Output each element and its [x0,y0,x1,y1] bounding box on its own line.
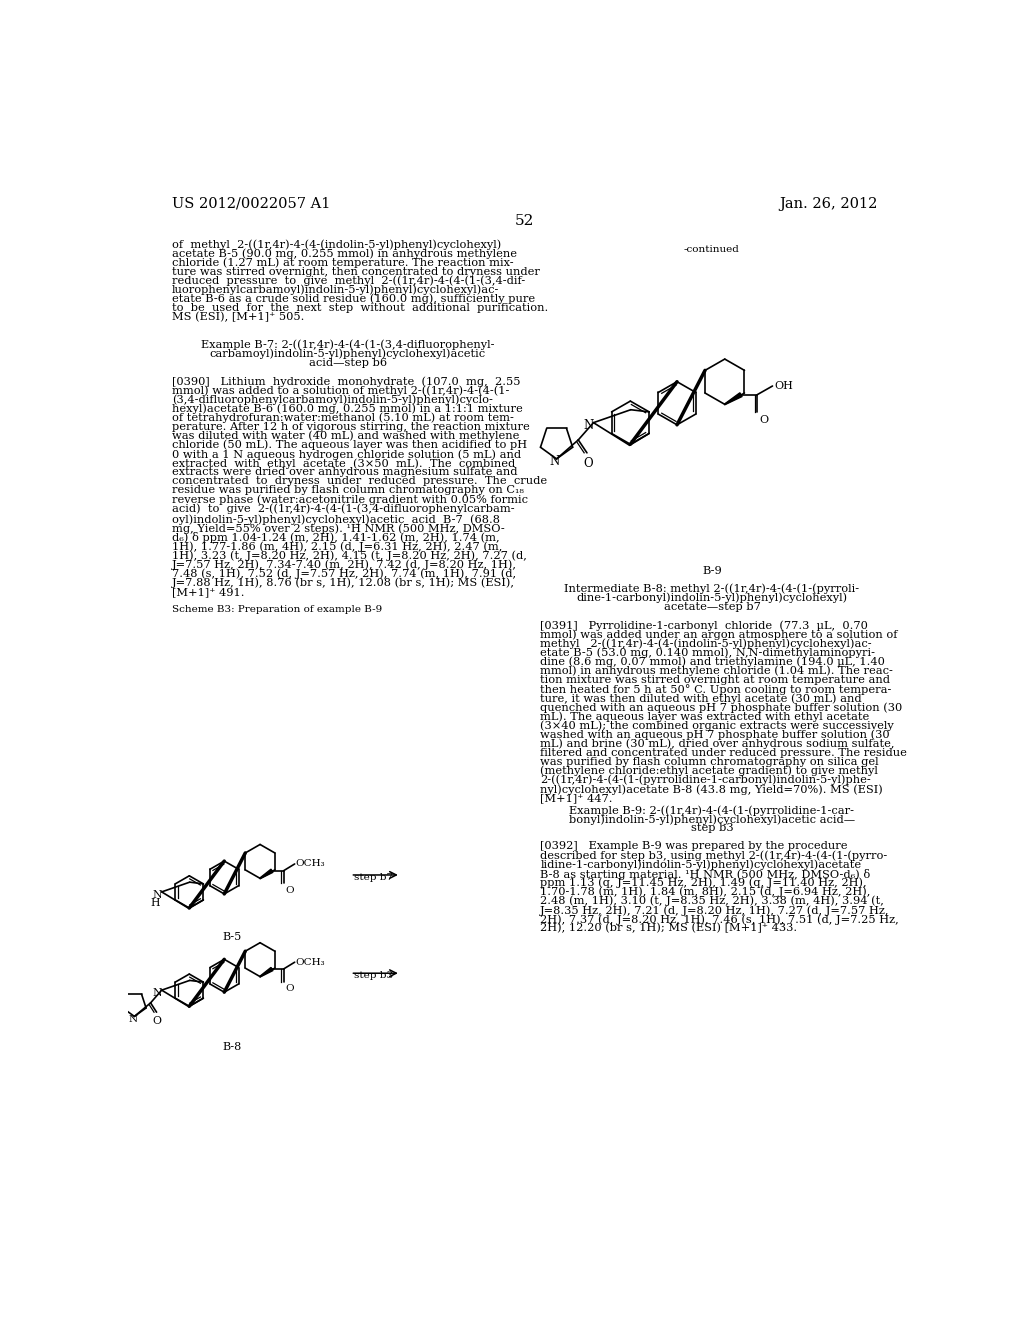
Text: was diluted with water (40 mL) and washed with methylene: was diluted with water (40 mL) and washe… [172,430,519,441]
Text: 52: 52 [515,214,535,228]
Text: filtered and concentrated under reduced pressure. The residue: filtered and concentrated under reduced … [541,747,907,758]
Text: US 2012/0022057 A1: US 2012/0022057 A1 [172,197,331,211]
Text: B-8: B-8 [222,1043,242,1052]
Text: mL) and brine (30 mL), dried over anhydrous sodium sulfate,: mL) and brine (30 mL), dried over anhydr… [541,738,895,748]
Text: chloride (50 mL). The aqueous layer was then acidified to pH: chloride (50 mL). The aqueous layer was … [172,440,527,450]
Text: extracts were dried over anhydrous magnesium sulfate and: extracts were dried over anhydrous magne… [172,467,518,477]
Text: J=7.88 Hz, 1H), 8.76 (br s, 1H), 12.08 (br s, 1H); MS (ESI),: J=7.88 Hz, 1H), 8.76 (br s, 1H), 12.08 (… [172,578,515,589]
Text: washed with an aqueous pH 7 phosphate buffer solution (30: washed with an aqueous pH 7 phosphate bu… [541,730,890,741]
Text: acid—step b6: acid—step b6 [308,358,387,367]
Text: J=7.57 Hz, 2H), 7.34-7.40 (m, 2H), 7.42 (d, J=8.20 Hz, 1H),: J=7.57 Hz, 2H), 7.34-7.40 (m, 2H), 7.42 … [172,560,517,570]
Text: mmol) in anhydrous methylene chloride (1.04 mL). The reac-: mmol) in anhydrous methylene chloride (1… [541,665,893,676]
Text: residue was purified by flash column chromatography on C₁₈: residue was purified by flash column chr… [172,486,524,495]
Text: 1H), 3.23 (t, J=8.20 Hz, 2H), 4.15 (t, J=8.20 Hz, 2H), 7.27 (d,: 1H), 3.23 (t, J=8.20 Hz, 2H), 4.15 (t, J… [172,550,527,561]
Text: [0391]   Pyrrolidine-1-carbonyl  chloride  (77.3  µL,  0.70: [0391] Pyrrolidine-1-carbonyl chloride (… [541,620,868,631]
Text: then heated for 5 h at 50° C. Upon cooling to room tempera-: then heated for 5 h at 50° C. Upon cooli… [541,684,892,694]
Text: of tetrahydrofuran:water:methanol (5.10 mL) at room tem-: of tetrahydrofuran:water:methanol (5.10 … [172,413,514,424]
Text: ture, it was then diluted with ethyl acetate (30 mL) and: ture, it was then diluted with ethyl ace… [541,693,862,704]
Text: ppm 1.13 (q, J=11.45 Hz, 2H), 1.49 (q, J=11.40 Hz, 2H),: ppm 1.13 (q, J=11.45 Hz, 2H), 1.49 (q, J… [541,878,867,888]
Text: step b3: step b3 [353,972,392,979]
Text: carbamoyl)indolin-5-yl)phenyl)cyclohexyl)acetic: carbamoyl)indolin-5-yl)phenyl)cyclohexyl… [210,348,485,359]
Text: B-9: B-9 [702,566,722,577]
Text: to  be  used  for  the  next  step  without  additional  purification.: to be used for the next step without add… [172,302,549,313]
Text: perature. After 12 h of vigorous stirring, the reaction mixture: perature. After 12 h of vigorous stirrin… [172,422,530,432]
Text: acetate B-5 (90.0 mg, 0.255 mmol) in anhydrous methylene: acetate B-5 (90.0 mg, 0.255 mmol) in anh… [172,248,517,259]
Text: chloride (1.27 mL) at room temperature. The reaction mix-: chloride (1.27 mL) at room temperature. … [172,257,514,268]
Polygon shape [260,869,273,879]
Text: dine (8.6 mg, 0.07 mmol) and triethylamine (194.0 µL, 1.40: dine (8.6 mg, 0.07 mmol) and triethylami… [541,657,885,668]
Text: Scheme B3: Preparation of example B-9: Scheme B3: Preparation of example B-9 [172,605,382,614]
Text: OH: OH [774,381,793,391]
Text: 1H), 1.77-1.86 (m, 4H), 2.15 (d, J=6.31 Hz, 2H), 2.47 (m,: 1H), 1.77-1.86 (m, 4H), 2.15 (d, J=6.31 … [172,541,503,552]
Text: (3,4-difluorophenylcarbamoyl)indolin-5-yl)phenyl)cyclo-: (3,4-difluorophenylcarbamoyl)indolin-5-y… [172,395,493,405]
Text: [M+1]⁺ 491.: [M+1]⁺ 491. [172,587,245,597]
Text: [0390]   Lithium  hydroxide  monohydrate  (107.0  mg,  2.55: [0390] Lithium hydroxide monohydrate (10… [172,376,520,387]
Text: 7.48 (s, 1H), 7.52 (d, J=7.57 Hz, 2H), 7.74 (m, 1H), 7.91 (d,: 7.48 (s, 1H), 7.52 (d, J=7.57 Hz, 2H), 7… [172,569,516,579]
Text: OCH₃: OCH₃ [296,859,325,869]
Text: of  methyl  2-((1r,4r)-4-(4-(indolin-5-yl)phenyl)cyclohexyl): of methyl 2-((1r,4r)-4-(4-(indolin-5-yl)… [172,239,502,249]
Text: acetate—step b7: acetate—step b7 [664,602,761,611]
Text: dine-1-carbonyl)indolin-5-yl)phenyl)cyclohexyl): dine-1-carbonyl)indolin-5-yl)phenyl)cycl… [577,593,848,603]
Text: 2H), 12.20 (br s, 1H); MS (ESI) [M+1]⁺ 433.: 2H), 12.20 (br s, 1H); MS (ESI) [M+1]⁺ 4… [541,923,798,933]
Text: extracted  with  ethyl  acetate  (3×50  mL).  The  combined: extracted with ethyl acetate (3×50 mL). … [172,458,515,469]
Text: Example B-7: 2-((1r,4r)-4-(4-(1-(3,4-difluorophenyl-: Example B-7: 2-((1r,4r)-4-(4-(1-(3,4-dif… [201,339,495,350]
Text: N: N [153,989,162,998]
Text: nyl)cyclohexyl)acetate B-8 (43.8 mg, Yield=70%). MS (ESI): nyl)cyclohexyl)acetate B-8 (43.8 mg, Yie… [541,784,883,795]
Text: mmol) was added under an argon atmosphere to a solution of: mmol) was added under an argon atmospher… [541,630,898,640]
Text: O: O [760,414,769,425]
Text: O: O [583,458,593,470]
Text: N: N [128,1015,137,1024]
Text: described for step b3, using methyl 2-((1r,4r)-4-(4-(1-(pyrro-: described for step b3, using methyl 2-((… [541,850,888,861]
Text: d₆) δ ppm 1.04-1.24 (m, 2H), 1.41-1.62 (m, 2H), 1.74 (m,: d₆) δ ppm 1.04-1.24 (m, 2H), 1.41-1.62 (… [172,532,500,544]
Text: (3×40 mL); the combined organic extracts were successively: (3×40 mL); the combined organic extracts… [541,721,894,731]
Text: etate B-6 as a crude solid residue (160.0 mg), sufficiently pure: etate B-6 as a crude solid residue (160.… [172,294,536,305]
Text: -continued: -continued [684,246,740,255]
Text: methyl   2-((1r,4r)-4-(4-(indolin-5-yl)phenyl)cyclohexyl)ac-: methyl 2-((1r,4r)-4-(4-(indolin-5-yl)phe… [541,639,871,649]
Text: H: H [151,898,160,908]
Text: reverse phase (water:acetonitrile gradient with 0.05% formic: reverse phase (water:acetonitrile gradie… [172,495,528,506]
Text: 2H), 7.37 (d, J=8.20 Hz, 1H), 7.46 (s, 1H), 7.51 (d, J=7.25 Hz,: 2H), 7.37 (d, J=8.20 Hz, 1H), 7.46 (s, 1… [541,913,899,924]
Text: lidine-1-carbonyl)indolin-5-yl)phenyl)cyclohexyl)acetate: lidine-1-carbonyl)indolin-5-yl)phenyl)cy… [541,859,861,870]
Text: bonyl)indolin-5-yl)phenyl)cyclohexyl)acetic acid—: bonyl)indolin-5-yl)phenyl)cyclohexyl)ace… [569,814,855,825]
Text: B-8 as starting material. ¹H NMR (500 MHz, DMSO-d₆) δ: B-8 as starting material. ¹H NMR (500 MH… [541,869,870,879]
Text: MS (ESI), [M+1]⁺ 505.: MS (ESI), [M+1]⁺ 505. [172,312,304,322]
Text: was purified by flash column chromatography on silica gel: was purified by flash column chromatogra… [541,756,879,767]
Text: step b3: step b3 [690,824,733,833]
Text: mL). The aqueous layer was extracted with ethyl acetate: mL). The aqueous layer was extracted wit… [541,711,869,722]
Text: 1.70-1.78 (m, 1H), 1.84 (m, 8H), 2.15 (d, J=6.94 Hz, 2H),: 1.70-1.78 (m, 1H), 1.84 (m, 8H), 2.15 (d… [541,887,870,898]
Text: 2-((1r,4r)-4-(4-(1-(pyrrolidine-1-carbonyl)indolin-5-yl)phe-: 2-((1r,4r)-4-(4-(1-(pyrrolidine-1-carbon… [541,775,871,785]
Text: 0 with a 1 N aqueous hydrogen chloride solution (5 mL) and: 0 with a 1 N aqueous hydrogen chloride s… [172,449,521,459]
Text: mmol) was added to a solution of methyl 2-((1r,4r)-4-(4-(1-: mmol) was added to a solution of methyl … [172,385,510,396]
Text: B-5: B-5 [222,932,242,942]
Text: acid)  to  give  2-((1r,4r)-4-(4-(1-(3,4-difluorophenylcarbam-: acid) to give 2-((1r,4r)-4-(4-(1-(3,4-di… [172,503,515,513]
Polygon shape [725,393,742,405]
Text: 2.48 (m, 1H), 3.10 (t, J=8.35 Hz, 2H), 3.38 (m, 4H), 3.94 (t,: 2.48 (m, 1H), 3.10 (t, J=8.35 Hz, 2H), 3… [541,896,884,907]
Text: step b7: step b7 [353,873,392,882]
Text: Intermediate B-8: methyl 2-((1r,4r)-4-(4-(1-(pyrroli-: Intermediate B-8: methyl 2-((1r,4r)-4-(4… [564,583,859,594]
Text: [M+1]⁺ 447.: [M+1]⁺ 447. [541,793,612,803]
Text: mg, Yield=55% over 2 steps). ¹H NMR (500 MHz, DMSO-: mg, Yield=55% over 2 steps). ¹H NMR (500… [172,523,505,533]
Text: etate B-5 (53.0 mg, 0.140 mmol), N,N-dimethylaminopyri-: etate B-5 (53.0 mg, 0.140 mmol), N,N-dim… [541,648,876,659]
Text: O: O [285,886,294,895]
Text: Jan. 26, 2012: Jan. 26, 2012 [779,197,878,211]
Text: luorophenylcarbamoyl)indolin-5-yl)phenyl)cyclohexyl)ac-: luorophenylcarbamoyl)indolin-5-yl)phenyl… [172,285,500,296]
Text: O: O [285,983,294,993]
Text: Example B-9: 2-((1r,4r)-4-(4-(1-(pyrrolidine-1-car-: Example B-9: 2-((1r,4r)-4-(4-(1-(pyrroli… [569,805,854,816]
Text: OCH₃: OCH₃ [296,958,325,966]
Text: O: O [153,1016,162,1026]
Text: N: N [153,890,162,900]
Text: (methylene chloride:ethyl acetate gradient) to give methyl: (methylene chloride:ethyl acetate gradie… [541,766,879,776]
Text: hexyl)acetate B-6 (160.0 mg, 0.255 mmol) in a 1:1:1 mixture: hexyl)acetate B-6 (160.0 mg, 0.255 mmol)… [172,404,523,414]
Text: tion mixture was stirred overnight at room temperature and: tion mixture was stirred overnight at ro… [541,675,890,685]
Text: oyl)indolin-5-yl)phenyl)cyclohexyl)acetic  acid  B-7  (68.8: oyl)indolin-5-yl)phenyl)cyclohexyl)aceti… [172,515,500,525]
Text: J=8.35 Hz, 2H), 7.21 (d, J=8.20 Hz, 1H), 7.27 (d, J=7.57 Hz,: J=8.35 Hz, 2H), 7.21 (d, J=8.20 Hz, 1H),… [541,906,890,916]
Text: N: N [550,455,560,469]
Polygon shape [260,968,273,977]
Text: N: N [583,420,593,432]
Text: ture was stirred overnight, then concentrated to dryness under: ture was stirred overnight, then concent… [172,267,540,276]
Text: reduced  pressure  to  give  methyl  2-((1r,4r)-4-(4-(1-(3,4-dif-: reduced pressure to give methyl 2-((1r,4… [172,276,525,286]
Text: concentrated  to  dryness  under  reduced  pressure.  The  crude: concentrated to dryness under reduced pr… [172,477,547,486]
Text: quenched with an aqueous pH 7 phosphate buffer solution (30: quenched with an aqueous pH 7 phosphate … [541,702,902,713]
Text: [0392]   Example B-9 was prepared by the procedure: [0392] Example B-9 was prepared by the p… [541,841,848,851]
